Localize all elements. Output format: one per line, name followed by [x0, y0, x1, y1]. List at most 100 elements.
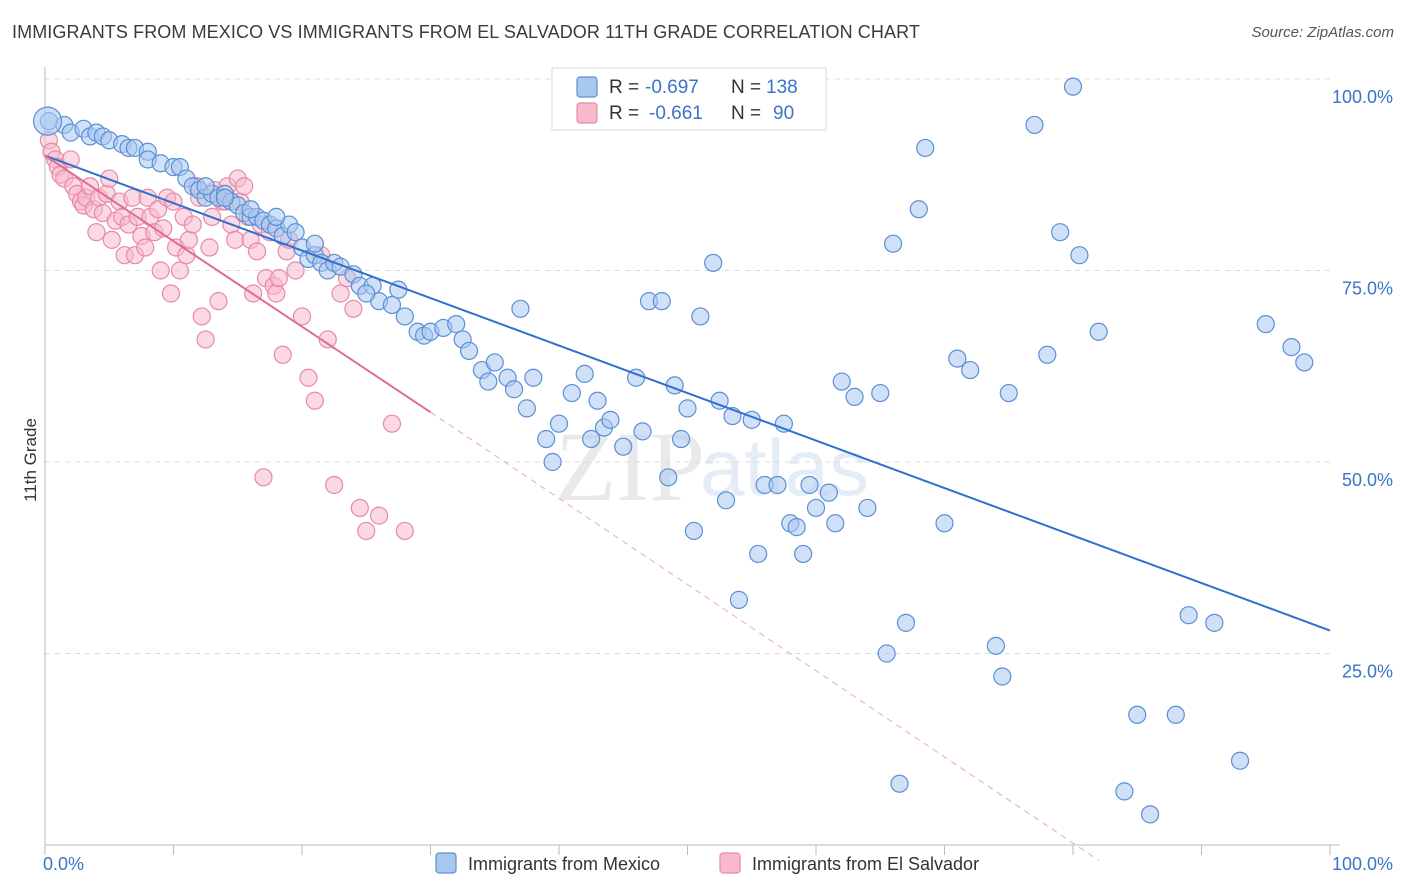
mexico-point-131: [1295, 353, 1314, 372]
mexico-point-132: [196, 177, 215, 196]
salvador-point-82: [331, 284, 350, 303]
mexico-point-85: [716, 491, 736, 510]
mexico-point-72: [614, 437, 633, 456]
source-label: Source: ZipAtlas.com: [1251, 24, 1394, 41]
salvador-point-81: [325, 475, 344, 495]
mexico-point-99: [826, 514, 845, 533]
mexico-point-80: [678, 399, 697, 418]
legend-r-value-salvador: -0.661: [649, 103, 703, 124]
bottom-swatch-mexico: [435, 852, 457, 874]
salvador-point-87: [370, 506, 389, 525]
salvador-point-75: [286, 261, 305, 280]
salvador-point-72: [273, 345, 292, 364]
salvador-point-88: [382, 414, 402, 433]
mexico-point-103: [871, 383, 890, 403]
mexico-point-136: [305, 234, 324, 253]
gridlines: [45, 78, 1330, 654]
mexico-point-128: [1230, 751, 1250, 770]
salvador-point-86: [357, 521, 376, 541]
mexico-point-47: [395, 307, 414, 326]
watermark: ZIP atlas: [555, 411, 869, 522]
mexico-point-96: [800, 475, 819, 495]
mexico-point-83: [704, 253, 723, 272]
mexico-point-108: [909, 200, 928, 219]
mexico-point-59: [504, 380, 524, 399]
salvador-point-60: [235, 177, 254, 196]
mexico-point-98: [819, 483, 838, 502]
salvador-point-25: [123, 188, 142, 207]
legend-n-value-mexico: 138: [766, 77, 798, 98]
mexico-point-122: [1115, 782, 1134, 801]
mexico-point-68: [582, 429, 601, 449]
x-tick-label-1: 100.0%: [1332, 854, 1393, 874]
legend-swatch-salvador: [576, 102, 598, 124]
salvador-point-89: [395, 521, 414, 541]
mexico-point-125: [1166, 705, 1185, 724]
salvador-point-19: [102, 230, 121, 249]
mexico-point-111: [948, 349, 967, 368]
mexico-point-56: [479, 372, 498, 391]
mexico-point-76: [652, 292, 671, 311]
mexico-point-71: [601, 410, 620, 429]
mexico-point-115: [999, 383, 1018, 403]
mexico-point-82: [691, 307, 710, 326]
mexico-point-63: [537, 429, 556, 449]
y-tick-label-1: 75.0%: [1342, 279, 1393, 299]
salvador-point-70: [267, 284, 286, 303]
salvador-point-40: [170, 261, 190, 280]
mexico-point-118: [1051, 223, 1070, 242]
mexico-point-64: [543, 452, 562, 472]
trendline-salvador-extension: [430, 411, 1099, 861]
mexico-point-52: [447, 315, 466, 334]
y-tick-label-3: 25.0%: [1342, 662, 1393, 682]
mexico-point-61: [517, 399, 536, 418]
bottom-label-salvador: Immigrants from El Salvador: [752, 854, 979, 874]
mexico-point-77: [659, 468, 678, 487]
chart-title: IMMIGRANTS FROM MEXICO VS IMMIGRANTS FRO…: [12, 22, 920, 42]
bottom-label-mexico: Immigrants from Mexico: [468, 854, 660, 874]
salvador-point-78: [305, 391, 324, 410]
series-el-salvador: [39, 131, 414, 541]
mexico-point-112: [961, 360, 980, 380]
mexico-point-119: [1063, 77, 1083, 96]
mexico-point-89: [749, 544, 768, 564]
mexico-point-57: [485, 353, 504, 372]
mexico-point-134: [241, 200, 260, 219]
legend-n-label-mexico: N =: [731, 77, 761, 98]
mexico-point-33: [286, 223, 305, 242]
axes: [44, 67, 1340, 855]
mexico-point-110: [935, 514, 954, 533]
mexico-point-74: [633, 422, 652, 441]
y-axis-label: 11th Grade: [21, 418, 40, 502]
mexico-point-129: [1256, 315, 1275, 334]
mexico-point-101: [845, 387, 864, 406]
salvador-point-38: [164, 192, 183, 211]
mexico-point-105: [883, 234, 903, 253]
mexico-point-133: [215, 188, 234, 207]
legend-n-label-salvador: N =: [731, 103, 761, 124]
mexico-point-87: [729, 590, 749, 609]
mexico-point-107: [896, 613, 916, 632]
mexico-point-94: [787, 518, 806, 537]
y-tick-label-2: 50.0%: [1342, 470, 1393, 490]
series-legend: Immigrants from Mexico Immigrants from E…: [435, 852, 979, 874]
mexico-point-102: [858, 498, 877, 518]
legend-r-label-salvador: R =: [609, 103, 639, 124]
legend-swatch-mexico: [576, 76, 598, 98]
salvador-point-43: [179, 230, 199, 249]
mexico-point-130: [1282, 338, 1301, 357]
salvador-point-44: [183, 215, 202, 234]
legend-r-label-mexico: R =: [609, 77, 639, 98]
y-tick-label-0: 100.0%: [1332, 87, 1393, 107]
salvador-point-29: [136, 238, 155, 257]
mexico-point-65: [549, 414, 569, 433]
watermark-zip: ZIP: [555, 411, 705, 522]
mexico-point-81: [684, 521, 704, 541]
x-tick-labels: 0.0% 100.0%: [43, 854, 1393, 874]
legend-box: [551, 67, 827, 131]
mexico-point-123: [1128, 705, 1147, 724]
mexico-point-67: [575, 364, 594, 384]
mexico-point-95: [794, 544, 813, 564]
y-tick-labels: 100.0% 75.0% 50.0% 25.0%: [1332, 87, 1393, 682]
